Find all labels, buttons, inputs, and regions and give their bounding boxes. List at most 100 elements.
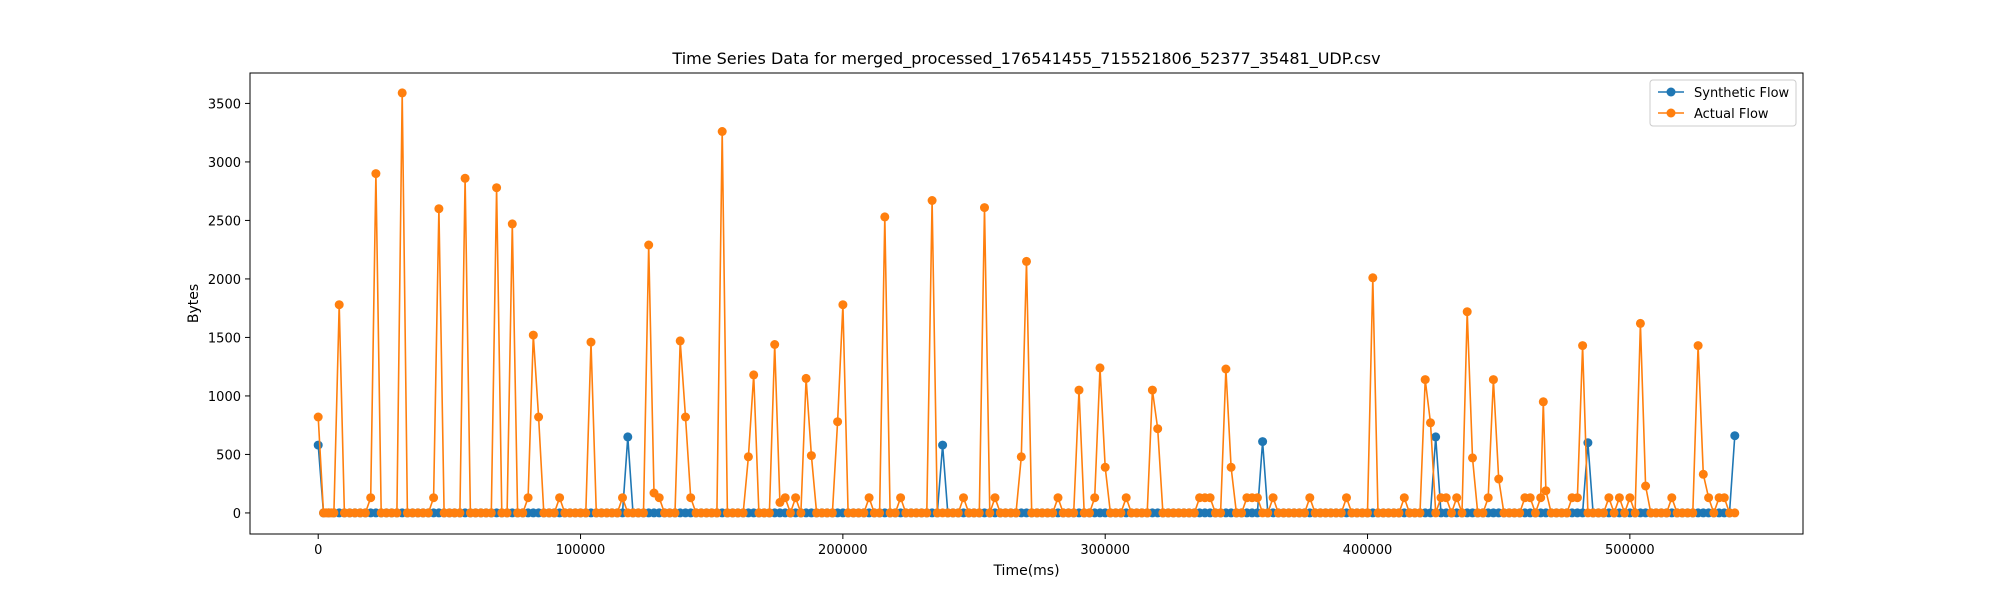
data-point — [1599, 508, 1609, 518]
data-point — [1494, 474, 1504, 484]
data-point — [953, 508, 963, 518]
data-point — [1578, 341, 1588, 351]
data-point — [927, 196, 937, 205]
legend-marker — [1666, 108, 1676, 118]
y-tick-label: 2500 — [208, 214, 241, 229]
axes-frame — [249, 72, 1804, 535]
data-point — [313, 440, 323, 450]
data-point — [1488, 375, 1498, 385]
data-point — [833, 417, 843, 427]
data-point — [1342, 493, 1351, 503]
x-tick-label: 500000 — [1605, 543, 1655, 558]
data-point — [1730, 431, 1740, 441]
data-point — [974, 508, 984, 518]
data-point — [1719, 493, 1729, 503]
data-point — [549, 508, 559, 518]
data-point — [523, 493, 533, 503]
data-point — [1121, 493, 1131, 503]
data-point — [1189, 508, 1199, 518]
data-point — [1237, 508, 1247, 518]
y-tick-label: 500 — [216, 448, 241, 463]
data-point — [1368, 273, 1378, 283]
data-point — [455, 508, 465, 518]
data-point — [1431, 432, 1441, 442]
data-point — [791, 493, 801, 503]
data-point — [1536, 493, 1546, 503]
data-point — [1462, 307, 1472, 317]
legend: Synthetic Flow Actual Flow — [1649, 79, 1797, 127]
data-point — [618, 493, 627, 503]
legend-label: Actual Flow — [1694, 107, 1769, 122]
x-tick-label: 100000 — [556, 543, 606, 558]
data-point — [838, 300, 848, 310]
data-point — [313, 412, 323, 422]
x-tick-label: 300000 — [1080, 543, 1130, 558]
data-point — [492, 183, 502, 193]
data-point — [1095, 363, 1105, 373]
data-point — [586, 337, 596, 347]
data-point — [770, 340, 780, 349]
data-point — [1116, 508, 1126, 518]
data-point — [1625, 493, 1635, 503]
data-point — [1530, 508, 1540, 518]
data-point — [1221, 364, 1231, 374]
data-point — [397, 88, 407, 98]
data-point — [434, 204, 444, 214]
data-point — [1541, 486, 1551, 496]
data-point — [1635, 318, 1645, 328]
data-point — [1483, 493, 1493, 503]
data-point — [1704, 493, 1714, 503]
data-point — [360, 508, 370, 518]
data-point — [460, 173, 470, 183]
data-point — [1620, 508, 1630, 518]
data-point — [985, 508, 995, 518]
data-point — [1016, 452, 1026, 462]
data-point — [518, 508, 528, 518]
y-tick-label: 0 — [233, 507, 241, 522]
data-point — [743, 452, 753, 462]
data-point — [801, 373, 811, 383]
legend-label: Synthetic Flow — [1694, 86, 1790, 101]
data-point — [859, 508, 869, 518]
data-point — [1447, 508, 1456, 518]
plot-area — [313, 88, 1740, 518]
data-point — [644, 240, 654, 250]
data-point — [1053, 493, 1063, 503]
data-point — [534, 412, 544, 422]
data-point — [1420, 375, 1430, 385]
data-point — [1252, 493, 1262, 503]
data-point — [1336, 508, 1346, 518]
x-tick-label: 400000 — [1343, 543, 1393, 558]
x-axis-label: Time(ms) — [992, 563, 1059, 579]
data-point — [875, 508, 885, 518]
data-point — [1394, 508, 1404, 518]
data-point — [1100, 462, 1110, 472]
data-point — [1457, 508, 1467, 518]
data-point — [1069, 508, 1079, 518]
data-point — [1205, 493, 1215, 503]
data-point — [864, 493, 874, 503]
data-point — [938, 440, 948, 450]
data-point — [1468, 453, 1477, 463]
data-point — [528, 330, 538, 340]
data-point — [555, 493, 565, 503]
data-point — [959, 493, 968, 503]
data-point — [1609, 508, 1619, 518]
x-tick-label: 200000 — [818, 543, 868, 558]
data-point — [1216, 508, 1226, 518]
data-point — [1698, 469, 1708, 479]
x-tick-label: 0 — [314, 543, 322, 558]
data-point — [738, 508, 748, 518]
data-point — [1730, 508, 1740, 518]
data-point — [1478, 508, 1488, 518]
data-point — [764, 508, 774, 518]
data-point — [1525, 493, 1535, 503]
data-point — [392, 508, 402, 518]
data-point — [429, 493, 439, 503]
data-point — [1153, 424, 1163, 434]
data-point — [1604, 493, 1614, 503]
data-point — [639, 508, 648, 518]
data-point — [681, 412, 690, 422]
data-point — [670, 508, 680, 518]
data-point — [717, 127, 727, 136]
